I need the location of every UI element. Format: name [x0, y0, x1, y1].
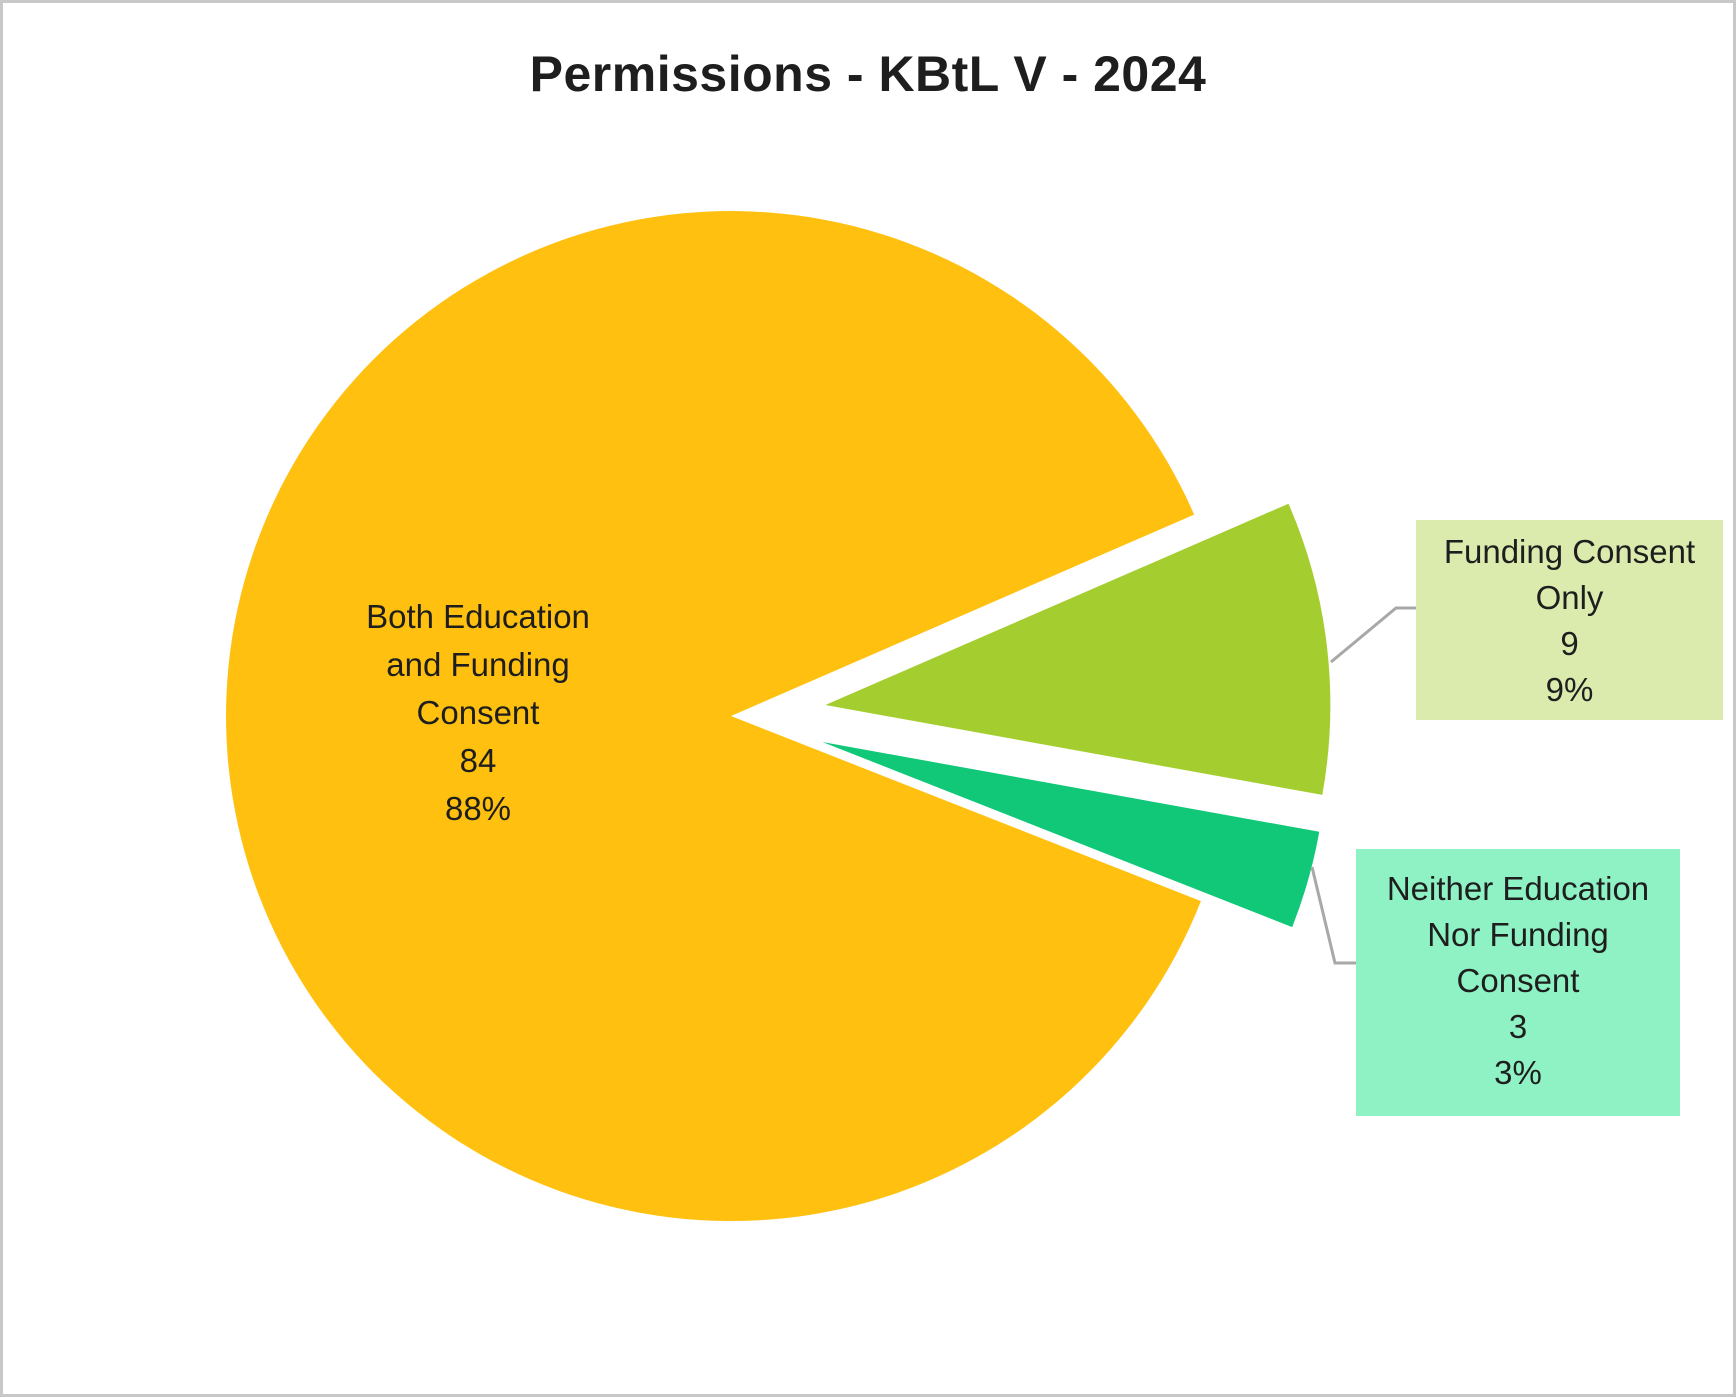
- data-label-line: Consent: [1456, 962, 1580, 999]
- data-label-line: 3%: [1494, 1054, 1542, 1091]
- data-label-both-education-and-funding-consent[interactable]: Both Education and Funding Consent 84 88…: [278, 593, 678, 833]
- data-label-line: and Funding: [386, 646, 570, 683]
- pie-slice-funding-consent-only[interactable]: [825, 503, 1331, 795]
- data-label-line: Consent: [416, 694, 540, 731]
- data-label-line: Nor Funding: [1427, 916, 1609, 953]
- data-label-line: 3: [1508, 1008, 1528, 1045]
- data-label-line: 9%: [1545, 671, 1594, 708]
- pie-slice-neither-education-nor-funding-consent[interactable]: [822, 742, 1320, 928]
- data-label-callout-funding-consent-only[interactable]: Funding Consent Only 9 9%: [1416, 520, 1723, 720]
- data-label-line: 84: [459, 742, 497, 779]
- data-label-line: Neither Education: [1386, 870, 1650, 907]
- pie-slice-both-education-and-funding-consent[interactable]: [226, 211, 1201, 1222]
- chart-title: Permissions - KBtL V - 2024: [529, 46, 1207, 102]
- leader-line: [1330, 606, 1416, 664]
- data-label-line: Both Education: [366, 598, 590, 635]
- pie-chart: [226, 211, 1416, 1222]
- leader-line: [1310, 866, 1356, 965]
- data-label-callout-neither-education-nor-funding-consent[interactable]: Neither Education Nor Funding Consent 3 …: [1356, 849, 1680, 1116]
- data-label-line: Only: [1535, 579, 1604, 616]
- data-label-line: 9: [1560, 625, 1579, 662]
- data-label-line: 88%: [444, 790, 512, 827]
- data-label-line: Funding Consent: [1443, 533, 1696, 570]
